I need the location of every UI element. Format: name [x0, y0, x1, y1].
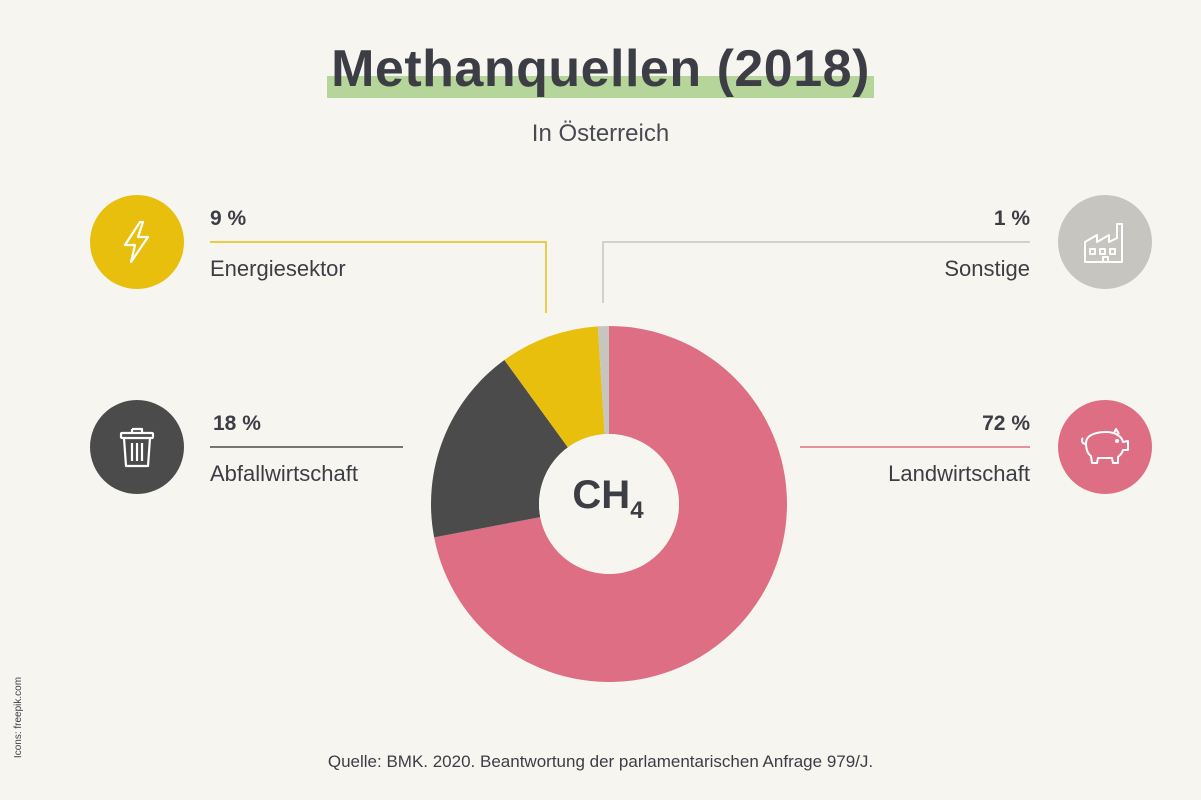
formula-subscript: 4 [630, 497, 644, 524]
abfallwirtschaft-label: Abfallwirtschaft [210, 461, 358, 486]
pig-icon [1058, 400, 1152, 494]
chart-subtitle: In Österreich [531, 120, 670, 147]
chart-title: Methanquellen (2018) [327, 38, 874, 100]
energiesektor-label: Energiesektor [210, 256, 346, 281]
landwirtschaft-label: Landwirtschaft [888, 461, 1030, 486]
icon-credit: Icons: freepik.com [13, 676, 25, 759]
donut-chart [431, 326, 787, 682]
landwirtschaft-percent: 72 % [982, 412, 1030, 435]
chart-title-text: Methanquellen (2018) [331, 40, 870, 98]
abfallwirtschaft-percent: 18 % [213, 412, 261, 435]
lightning-icon [90, 195, 184, 289]
formula-text: CH [572, 473, 631, 517]
sonstige-label: Sonstige [944, 256, 1030, 281]
slice-sonstige [597, 326, 609, 435]
source-note: Quelle: BMK. 2020. Beantwortung der parl… [327, 752, 874, 771]
center-formula: CH4 [538, 473, 678, 533]
energiesektor-percent: 9 % [210, 207, 247, 230]
slice-abfallwirtschaft [431, 359, 568, 538]
trash-can-icon [90, 400, 184, 494]
slice-landwirtschaft [434, 326, 787, 682]
sonstige-percent: 1 % [993, 207, 1030, 230]
donut-hole [539, 434, 679, 574]
slice-energiesektor [504, 326, 605, 448]
title-container: Methanquellen (2018) [0, 38, 1201, 100]
factory-icon [1058, 195, 1152, 289]
